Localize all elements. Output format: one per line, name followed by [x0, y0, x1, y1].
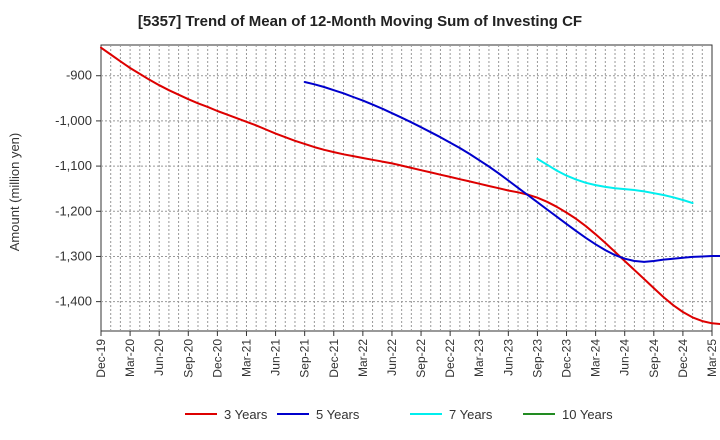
x-tick-label: Mar-25 — [705, 339, 719, 377]
series-line-7-years — [536, 157, 694, 205]
legend: 3 Years 5 Years 7 Years 10 Years — [185, 407, 613, 422]
x-tick-label: Sep-22 — [414, 339, 428, 378]
x-tick-label: Mar-20 — [123, 339, 137, 377]
series-line-3-years — [100, 46, 720, 326]
x-tick-label: Mar-22 — [356, 339, 370, 377]
y-tick-label: -1,000 — [55, 113, 92, 128]
y-tick-label: -1,400 — [55, 294, 92, 309]
x-tick-label: Dec-22 — [443, 339, 457, 378]
x-tick-label: Sep-21 — [298, 339, 312, 378]
legend-label: 10 Years — [562, 407, 613, 422]
legend-label: 3 Years — [224, 407, 268, 422]
y-axis-ticks: -900 -1,000 -1,100 -1,200 -1,300 -1,400 — [55, 68, 101, 309]
x-tick-label: Sep-24 — [647, 339, 661, 378]
y-tick-label: -1,100 — [55, 158, 92, 173]
x-tick-label: Sep-20 — [181, 339, 195, 378]
x-tick-label: Jun-20 — [152, 339, 166, 376]
x-tick-label: Mar-21 — [239, 339, 253, 377]
x-tick-label: Dec-24 — [676, 339, 690, 378]
x-tick-label: Mar-24 — [589, 339, 603, 377]
x-tick-label: Dec-21 — [327, 339, 341, 378]
x-tick-label: Dec-20 — [210, 339, 224, 378]
x-tick-label: Jun-22 — [385, 339, 399, 376]
legend-label: 5 Years — [316, 407, 360, 422]
series-lines — [100, 46, 720, 326]
y-tick-label: -900 — [66, 68, 92, 83]
legend-label: 7 Years — [449, 407, 493, 422]
x-tick-label: Jun-24 — [618, 339, 632, 376]
x-tick-label: Jun-21 — [269, 339, 283, 376]
y-tick-label: -1,300 — [55, 248, 92, 263]
x-tick-label: Jun-23 — [501, 339, 515, 376]
x-tick-label: Sep-23 — [530, 339, 544, 378]
chart-title: [5357] Trend of Mean of 12-Month Moving … — [138, 13, 582, 30]
x-tick-label: Dec-19 — [94, 339, 108, 378]
x-axis-ticks: Dec-19 Mar-20 Jun-20 Sep-20 Dec-20 Mar-21 Jun-… — [94, 331, 719, 378]
series-line-5-years — [303, 81, 720, 263]
grid-lines — [101, 45, 712, 331]
y-axis-label: Amount (million yen) — [7, 133, 22, 252]
x-tick-label: Mar-23 — [472, 339, 486, 377]
x-tick-label: Dec-23 — [560, 339, 574, 378]
y-tick-label: -1,200 — [55, 203, 92, 218]
